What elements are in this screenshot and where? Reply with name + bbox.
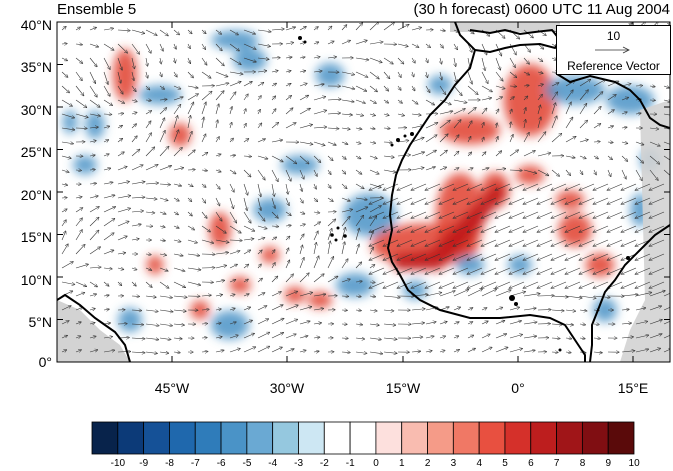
colorbar-label: 5 [502,458,508,469]
colorbar-swatch [530,421,557,455]
reference-vector-label: Reference Vector [567,59,660,73]
colorbar-label: 8 [579,458,586,469]
colorbar [91,421,635,455]
colorbar-label: -4 [268,458,278,469]
colorbar-label: -2 [319,458,329,469]
colorbar-swatch [91,421,119,455]
plot-title: Ensemble 5 [57,1,137,18]
colorbar-swatch [298,421,325,455]
colorbar-swatch [349,421,377,455]
colorbar-swatch [272,421,299,455]
colorbar-label: 2 [424,458,431,469]
x-tick-label: 15°E [617,380,649,396]
colorbar-swatch [581,421,609,455]
y-tick-label: 10°N [20,272,52,288]
colorbar-label: 4 [476,458,483,469]
forecast-time-label: (30 h forecast) 0600 UTC 11 Aug 2004 [413,1,670,18]
colorbar-label: 0 [373,458,379,469]
x-tick-label: 0° [511,380,525,396]
y-tick-label: 25°N [20,144,52,160]
colorbar-swatch [401,421,428,455]
y-tick-label: 40°N [20,17,52,33]
y-tick-label: 20°N [20,187,52,203]
x-tick-label: 45°W [154,380,190,396]
y-tick-label: 15°N [20,229,52,245]
colorbar-label: 9 [605,458,612,469]
colorbar-swatch [323,421,351,455]
colorbar-swatch [478,421,506,455]
colorbar-swatch [607,421,635,455]
y-tick-label: 35°N [20,59,52,75]
colorbar-swatch [194,421,222,455]
colorbar-label: -5 [242,458,252,469]
colorbar-swatch [143,421,170,455]
colorbar-label: -10 [110,458,126,469]
colorbar-label: 10 [628,458,640,469]
colorbar-label: 3 [450,458,457,469]
colorbar-swatch [220,421,248,455]
x-tick-label: 30°W [269,380,305,396]
y-tick-label: 0° [38,354,52,370]
colorbar-label: -3 [294,458,304,469]
colorbar-swatch [427,421,454,455]
colorbar-swatch [556,421,583,455]
colorbar-label: -6 [216,458,226,469]
colorbar-label: -8 [165,458,174,469]
y-tick-label: 5°N [28,314,53,330]
colorbar-swatch [246,421,274,455]
land-mask [57,22,670,362]
reference-vector-legend: 10 Reference Vector [556,25,671,75]
colorbar-swatch [117,421,145,455]
colorbar-swatch [169,421,196,455]
colorbar-label: 1 [399,458,405,469]
islands [298,36,630,352]
y-tick-label: 30°N [20,102,52,118]
colorbar-label: -9 [139,458,149,469]
colorbar-label: 7 [553,458,560,469]
colorbar-label: 6 [528,458,534,469]
colorbar-label: -1 [345,458,355,469]
x-tick-label: 15°W [385,380,421,396]
reference-arrow-icon [595,46,630,54]
colorbar-swatch [504,421,532,455]
axis-ticks [57,21,670,363]
colorbar-swatch [375,421,403,455]
colorbar-label: -7 [190,458,200,469]
colorbar-swatch [452,421,480,455]
reference-vector-value: 10 [606,29,621,43]
